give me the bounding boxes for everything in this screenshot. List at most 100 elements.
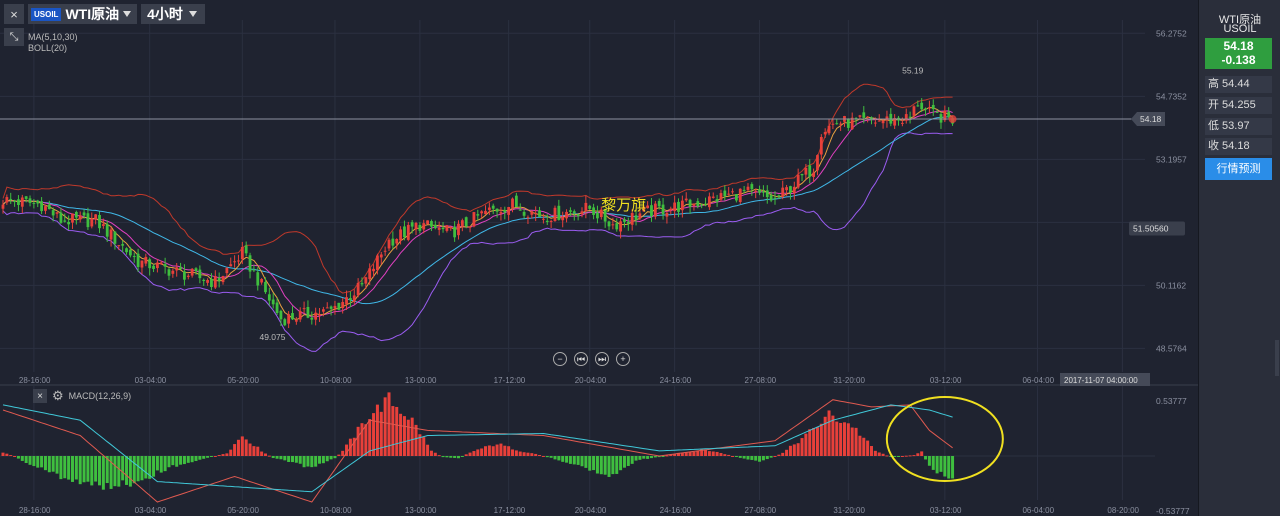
macd-bar xyxy=(835,421,839,456)
macd-bar xyxy=(263,453,267,456)
macd-bar xyxy=(588,456,592,471)
candle xyxy=(294,320,298,322)
candle xyxy=(731,191,734,193)
macd-bar xyxy=(101,456,105,490)
candle xyxy=(190,268,194,276)
macd-bar xyxy=(545,456,549,458)
y-tick-label: 54.7352 xyxy=(1156,91,1187,101)
high-annotation: 55.19 xyxy=(902,66,924,76)
candle xyxy=(626,221,630,224)
candle xyxy=(545,220,549,223)
candle xyxy=(638,213,642,219)
candle xyxy=(518,209,522,211)
ma-indicator-label[interactable]: MA(5,10,30) xyxy=(28,32,78,42)
candle xyxy=(364,277,368,284)
candle xyxy=(557,205,561,220)
candle xyxy=(252,269,256,271)
chart-canvas[interactable]: 54.18 51.50560 56.2752 54.7352 53.1957 50.116… xyxy=(0,0,1198,516)
macd-bar xyxy=(580,456,584,467)
macd-bar xyxy=(202,456,206,459)
macd-bar xyxy=(842,422,846,456)
symbol-selector[interactable]: USOIL WTI原油 xyxy=(28,4,138,24)
gear-icon[interactable]: ⚙ xyxy=(52,388,64,403)
macd-bar xyxy=(484,446,487,456)
macd-bar xyxy=(194,456,198,461)
macd-bar xyxy=(414,424,418,456)
forecast-button[interactable]: 行情预测 xyxy=(1205,158,1272,180)
candle xyxy=(40,201,43,212)
x-tick-label: 24-16:00 xyxy=(660,376,692,385)
macd-bar xyxy=(144,456,148,479)
close-chart-button[interactable]: × xyxy=(4,4,24,24)
price-tag-label: 51.50560 xyxy=(1133,224,1169,234)
candle xyxy=(839,123,843,125)
candle xyxy=(665,212,669,217)
candle xyxy=(642,206,646,212)
candle xyxy=(885,116,889,121)
macd-bar xyxy=(499,443,503,456)
candle xyxy=(422,223,426,230)
macd-bar xyxy=(777,454,781,456)
candle xyxy=(44,206,47,211)
boll-upper-line xyxy=(2,83,953,294)
scroll-end-icon[interactable]: ⏭ xyxy=(595,352,609,366)
candle xyxy=(661,204,665,215)
scrollbar-handle[interactable] xyxy=(1275,340,1279,376)
macd-bar xyxy=(773,456,777,457)
candle xyxy=(217,277,221,281)
expand-icon[interactable]: ⤡ xyxy=(4,28,24,46)
candle xyxy=(63,220,67,222)
candle xyxy=(71,213,74,223)
macd-bar xyxy=(125,456,129,485)
candle xyxy=(823,131,827,135)
macd-bar xyxy=(507,446,511,456)
candle xyxy=(113,231,117,244)
candle xyxy=(526,217,530,219)
candle xyxy=(140,260,144,268)
macd-bar xyxy=(244,439,248,456)
zoom-out-icon[interactable]: − xyxy=(553,352,567,366)
macd-bar xyxy=(341,450,345,456)
x-tick-label: 31-20:00 xyxy=(833,376,865,385)
macd-bar xyxy=(256,446,260,456)
macd-bar xyxy=(758,456,762,462)
macd-bar xyxy=(283,456,287,461)
macd-bar xyxy=(854,427,858,456)
candle xyxy=(387,239,391,249)
close-macd-button[interactable]: × xyxy=(33,389,47,403)
candle xyxy=(221,276,225,283)
macd-bar xyxy=(677,452,680,456)
candle xyxy=(619,221,622,232)
candle xyxy=(819,136,823,155)
candle xyxy=(873,122,877,124)
candle xyxy=(125,248,128,253)
candle xyxy=(248,255,252,272)
x-tick-label: 20-04:00 xyxy=(575,376,607,385)
period-selector[interactable]: 4小时 xyxy=(141,4,205,24)
macd-bar xyxy=(823,416,827,456)
macd-bar xyxy=(441,456,445,458)
panel-symbol-name: WTI原油 xyxy=(1218,14,1262,26)
macd-bar xyxy=(325,456,329,462)
boll-indicator-label[interactable]: BOLL(20) xyxy=(28,43,68,53)
candle xyxy=(495,208,499,212)
candle xyxy=(271,299,275,305)
macd-bar xyxy=(796,443,800,456)
candle xyxy=(464,217,468,227)
macd-bar xyxy=(248,443,252,456)
macd-bar xyxy=(711,451,715,456)
candle xyxy=(800,173,804,176)
low-stat: 低 53.97 xyxy=(1205,118,1272,135)
macd-bar xyxy=(167,456,171,468)
candle xyxy=(310,317,314,320)
macd-indicator-label[interactable]: MACD(12,26,9) xyxy=(68,391,132,401)
scroll-start-icon[interactable]: ⏮ xyxy=(574,352,588,366)
candle xyxy=(924,108,927,110)
macd-bar xyxy=(86,456,90,482)
candle xyxy=(179,267,182,270)
candle xyxy=(472,212,476,227)
zoom-in-icon[interactable]: + xyxy=(616,352,630,366)
candle xyxy=(260,279,264,283)
x-tick-label: 10-08:00 xyxy=(320,376,352,385)
candle xyxy=(735,194,738,201)
